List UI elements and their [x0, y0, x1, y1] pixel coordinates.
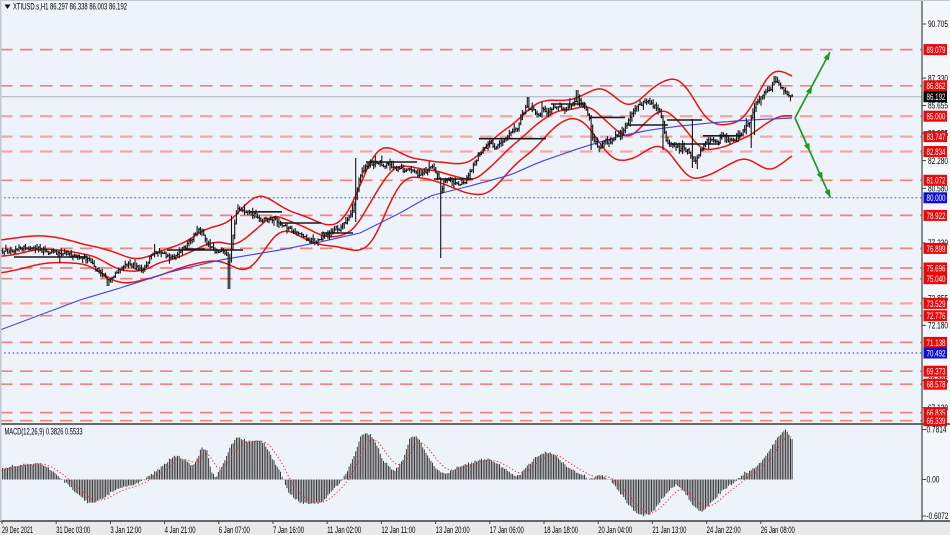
svg-text:21 Jan 13:00: 21 Jan 13:00 [652, 525, 686, 535]
svg-text:78.922: 78.922 [927, 211, 946, 221]
svg-text:70.492: 70.492 [927, 348, 946, 358]
svg-text:XTIUSD.s,H1 86.297 86.338 86.: XTIUSD.s,H1 86.297 86.338 86.003 86.192 [13, 2, 127, 12]
svg-text:86.192: 86.192 [927, 92, 946, 102]
svg-text:66.835: 66.835 [927, 408, 946, 418]
svg-text:72.180: 72.180 [928, 321, 948, 331]
svg-text:0.00: 0.00 [927, 475, 940, 485]
svg-text:89.079: 89.079 [927, 45, 946, 55]
svg-text:6 Jan 07:00: 6 Jan 07:00 [219, 525, 250, 535]
svg-text:20 Jan 04:00: 20 Jan 04:00 [598, 525, 632, 535]
svg-text:4 Jan 21:00: 4 Jan 21:00 [165, 525, 196, 535]
svg-text:68.578: 68.578 [927, 380, 946, 390]
svg-text:75.696: 75.696 [927, 263, 946, 273]
svg-text:83.747: 83.747 [927, 132, 946, 142]
svg-text:MACD(12,26,9) 0.3826 0.5533: MACD(12,26,9) 0.3826 0.5533 [5, 427, 83, 437]
svg-text:87.330: 87.330 [928, 73, 948, 83]
svg-text:75.040: 75.040 [927, 274, 946, 284]
svg-text:66.339: 66.339 [927, 416, 946, 426]
svg-text:69.373: 69.373 [927, 367, 946, 377]
svg-text:31 Dec 03:00: 31 Dec 03:00 [56, 525, 90, 535]
svg-text:29 Dec 2021: 29 Dec 2021 [2, 525, 33, 535]
svg-text:71.138: 71.138 [927, 338, 946, 348]
svg-text:76.899: 76.899 [927, 244, 946, 254]
svg-text:90.705: 90.705 [928, 19, 948, 29]
svg-text:26 Jan 08:00: 26 Jan 08:00 [761, 525, 795, 535]
svg-text:85.655: 85.655 [928, 101, 948, 111]
svg-text:0.7814: 0.7814 [927, 425, 947, 435]
svg-text:85.000: 85.000 [927, 112, 946, 122]
svg-text:86.862: 86.862 [927, 81, 946, 91]
svg-text:82.280: 82.280 [928, 156, 948, 166]
svg-text:80.000: 80.000 [927, 193, 946, 203]
svg-text:13 Jan 20:00: 13 Jan 20:00 [436, 525, 470, 535]
svg-text:82.834: 82.834 [927, 147, 946, 157]
svg-text:24 Jan 22:00: 24 Jan 22:00 [707, 525, 741, 535]
svg-text:81.072: 81.072 [927, 176, 946, 186]
svg-text:11 Jan 02:00: 11 Jan 02:00 [327, 525, 361, 535]
svg-text:3 Jan 12:00: 3 Jan 12:00 [110, 525, 141, 535]
svg-text:12 Jan 11:00: 12 Jan 11:00 [381, 525, 415, 535]
svg-text:73.529: 73.529 [927, 299, 946, 309]
svg-text:7 Jan 16:00: 7 Jan 16:00 [273, 525, 304, 535]
svg-text:-0.6072: -0.6072 [927, 511, 949, 521]
svg-text:18 Jan 18:00: 18 Jan 18:00 [544, 525, 578, 535]
svg-text:80.580: 80.580 [928, 184, 948, 194]
svg-text:72.776: 72.776 [927, 311, 946, 321]
svg-text:17 Jan 06:00: 17 Jan 06:00 [490, 525, 524, 535]
